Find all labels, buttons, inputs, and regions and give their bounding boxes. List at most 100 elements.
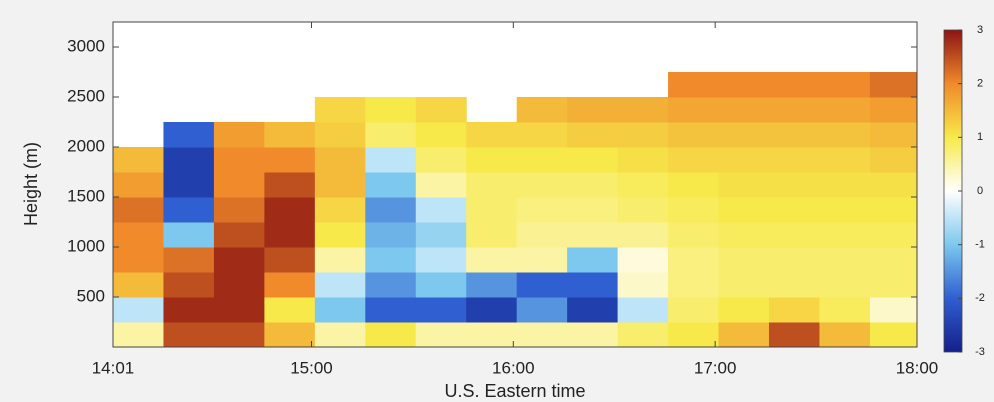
y-tick-label: 1500 [67,186,105,205]
heatmap-cell [668,297,720,323]
heatmap-cell [365,122,417,148]
heatmap-cell [314,247,366,273]
heatmap-cell [163,122,215,148]
heatmap-cell [163,297,215,323]
heatmap-cell [415,272,467,298]
heatmap-cell [819,197,871,223]
heatmap-cell [466,172,518,198]
heatmap-cell [264,272,316,298]
heatmap-cell [314,172,366,198]
heatmap-cell [516,272,568,298]
heatmap-cell [516,97,568,123]
heatmap-cell [264,222,316,248]
heatmap-cell [213,147,265,173]
heatmap-cell [264,297,316,323]
heatmap-cell [668,122,720,148]
heatmap-cell [466,197,518,223]
heatmap-cell [617,247,669,273]
colorbar-tick-label: 1 [977,131,983,143]
heatmap-cell [264,197,316,223]
heatmap-cell [718,197,770,223]
heatmap-cell [516,297,568,323]
heatmap-cells [113,72,918,348]
heatmap-cell [768,97,820,123]
y-axis-label: Height (m) [21,142,41,226]
heatmap-cell [819,247,871,273]
heatmap-cell [264,172,316,198]
heatmap-cell [113,147,164,173]
colorbar-tick-label: 3 [977,24,983,36]
heatmap-cell [567,197,619,223]
heatmap-cell [819,272,871,298]
colorbar-tick-label: -3 [975,346,985,358]
y-tick-label: 2000 [67,136,105,155]
heatmap-cell [617,322,669,348]
heatmap-cell [415,322,467,348]
heatmap-cell [163,147,215,173]
heatmap-cell [415,197,467,223]
heatmap-cell [264,147,316,173]
heatmap-cell [113,322,164,348]
heatmap-cell [113,247,164,273]
heatmap-cell [163,322,215,348]
heatmap-cell [768,122,820,148]
heatmap-cell [668,72,720,98]
heatmap-cell [768,297,820,323]
heatmap-cell [213,247,265,273]
heatmap-cell [516,122,568,148]
heatmap-cell [617,222,669,248]
heatmap-cell [869,172,918,198]
heatmap-cell [718,72,770,98]
heatmap-cell [365,272,417,298]
heatmap-cell [466,322,518,348]
heatmap-cell [365,222,417,248]
x-tick-label: 15:00 [290,358,333,377]
heatmap-cell [768,247,820,273]
heatmap-cell [415,222,467,248]
heatmap-cell [768,272,820,298]
heatmap-cell [768,322,820,348]
heatmap-cell [213,322,265,348]
heatmap-cell [365,297,417,323]
heatmap-cell [869,297,918,323]
heatmap-cell [869,97,918,123]
heatmap-cell [415,147,467,173]
colorbar-tick-label: -1 [975,239,985,251]
y-tick-label: 500 [77,286,105,305]
heatmap-cell [516,172,568,198]
heatmap-cell [516,147,568,173]
heatmap-cell [617,97,669,123]
heatmap-cell [516,247,568,273]
x-tick-label: 16:00 [492,358,535,377]
x-tick-label: 17:00 [694,358,737,377]
heatmap-cell [668,322,720,348]
heatmap-cell [314,122,366,148]
heatmap-cell [314,272,366,298]
heatmap-cell [869,72,918,98]
heatmap-cell [668,147,720,173]
y-tick-label: 1000 [67,236,105,255]
heatmap-cell [163,247,215,273]
heatmap-cell [415,297,467,323]
colorbar-tick-label: -2 [975,292,985,304]
heatmap-cell [718,247,770,273]
heatmap-cell [768,222,820,248]
heatmap-cell [466,272,518,298]
heatmap-cell [567,147,619,173]
heatmap-cell [213,272,265,298]
heatmap-cell [113,272,164,298]
heatmap-cell [113,222,164,248]
heatmap-cell [264,247,316,273]
heatmap-cell [869,197,918,223]
heatmap-cell [314,322,366,348]
heatmap-cell [668,97,720,123]
colorbar-tick-label: 0 [977,185,983,197]
heatmap-cell [567,322,619,348]
heatmap-cell [314,147,366,173]
heatmap-cell [264,122,316,148]
heatmap-cell [869,247,918,273]
heatmap-cell [617,147,669,173]
heatmap-cell [567,247,619,273]
heatmap-cell [314,97,366,123]
axes-frame [112,21,918,348]
